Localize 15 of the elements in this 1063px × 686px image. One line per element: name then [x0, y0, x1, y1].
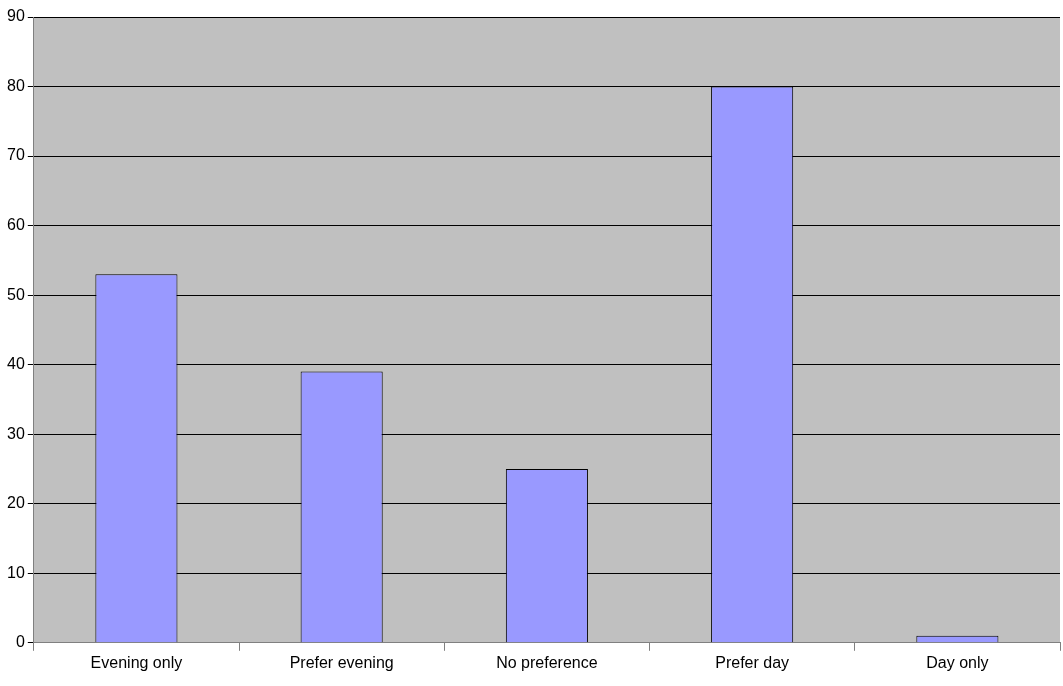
y-tick-label: 90: [7, 7, 25, 25]
y-tick-label: 80: [7, 76, 25, 94]
y-tick-label: 10: [7, 563, 25, 581]
x-tick-label: Evening only: [90, 653, 183, 671]
y-tick-label: 50: [7, 285, 25, 303]
y-tick-label: 60: [7, 216, 25, 234]
x-tick-label: No preference: [496, 653, 598, 671]
y-tick-label: 40: [7, 355, 25, 373]
y-tick-label: 70: [7, 146, 25, 164]
x-tick-label: Day only: [926, 653, 989, 671]
y-tick-label: 0: [15, 633, 25, 651]
x-tick-label: Prefer evening: [289, 653, 394, 671]
y-tick-label: 30: [7, 424, 25, 442]
y-tick-label: 20: [7, 494, 25, 512]
x-tick-label: Prefer day: [715, 653, 790, 671]
